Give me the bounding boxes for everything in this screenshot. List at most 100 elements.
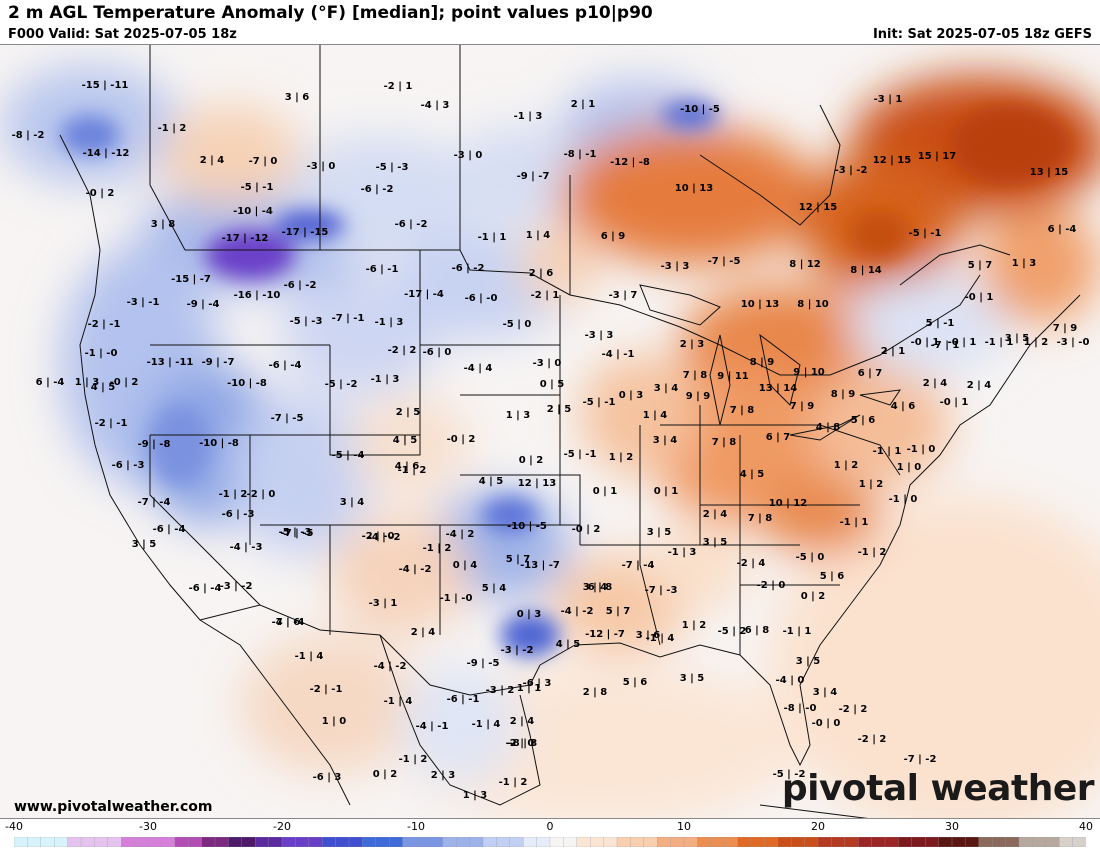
point-value-label: 1 | 1 — [517, 683, 542, 694]
point-value-label: 6 | 9 — [601, 231, 626, 242]
colorbar-cell — [107, 837, 122, 847]
init-time: Init: Sat 2025-07-05 18z GEFS — [872, 27, 1092, 42]
point-value-label: 5 | -1 — [926, 318, 955, 329]
point-value-label: -9 | -8 — [138, 439, 171, 450]
point-value-label: -0 | 2 — [110, 377, 139, 388]
point-value-label: -9 | -5 — [467, 658, 500, 669]
colorbar-cell — [1045, 837, 1060, 847]
point-value-label: 4 | 5 — [91, 382, 116, 393]
west-coast — [59, 134, 351, 806]
cuba-outline — [759, 804, 869, 818]
colorbar-cell — [67, 837, 82, 847]
point-value-label: 3 | 4 — [653, 435, 678, 446]
point-value-label: -1 | 1 — [783, 626, 812, 637]
point-value-label: -7 | 0 — [249, 156, 278, 167]
point-value-label: 3 | 4 — [340, 497, 365, 508]
point-value-label: 3 | 6 — [636, 630, 661, 641]
colorbar-cell — [509, 837, 524, 847]
colorbar-cell — [911, 837, 926, 847]
point-value-label: -7 | -2 — [904, 754, 937, 765]
colorbar-cell — [80, 837, 96, 847]
point-value-label: 1 | 2 — [859, 479, 884, 490]
website-url[interactable]: www.pivotalweather.com — [14, 799, 213, 815]
point-value-label: 0 | 3 — [517, 609, 542, 620]
colorbar-cell — [1018, 837, 1034, 847]
point-value-label: -0 | 1 — [940, 397, 969, 408]
point-value-label: 5 | 6 — [623, 677, 648, 688]
point-value-label: -3 | 3 — [661, 261, 690, 272]
point-value-label: -3 | 0 — [307, 161, 336, 172]
point-value-label: -1 | 2 — [858, 547, 887, 558]
point-value-label: 8 | 12 — [789, 259, 821, 270]
point-value-label: -7 | 1 — [931, 340, 960, 351]
point-value-label: 8 | 14 — [850, 265, 882, 276]
point-value-label: 2 | 6 — [529, 268, 554, 279]
point-value-label: 10 | 13 — [675, 183, 713, 194]
colorbar-cell — [214, 837, 230, 847]
point-value-label: -2 | -0 — [362, 531, 395, 542]
point-value-label: 2 | 3 — [680, 339, 705, 350]
point-value-label: -0 | 0 — [812, 718, 841, 729]
colorbar-cell — [147, 837, 163, 847]
point-value-label: -0 | 2 — [86, 188, 115, 199]
point-value-label: 6 | -4 — [1048, 224, 1077, 235]
point-value-label: -3 | 1 — [369, 598, 398, 609]
point-value-label: -7 | -4 — [272, 617, 305, 628]
colorbar-cell — [791, 837, 806, 847]
point-value-label: -6 | 3 — [523, 678, 552, 689]
colorbar-cell — [657, 837, 672, 847]
point-value-label: 13 | 15 — [1030, 167, 1068, 178]
point-value-label: 1 | 2 — [682, 620, 707, 631]
point-value-label: 7 | 8 — [712, 437, 737, 448]
point-values: -15 | -11 3 | 6 -2 | 1 -4 | 3 2 | 1 -1 | 3 -10… — [12, 80, 1090, 801]
point-value-label: -6 | -3 — [222, 509, 255, 520]
point-value-label: -7 | -5 — [271, 413, 304, 424]
point-value-label: -10 | -8 — [227, 378, 267, 389]
colorbar-cell — [456, 837, 471, 847]
colorbar-tick-label: 0 — [546, 820, 554, 833]
point-value-label: 3 | 5 — [703, 537, 728, 548]
point-value-label: 10 | 12 — [769, 498, 807, 509]
point-value-label: -4 | 2 — [446, 529, 475, 540]
point-value-label: 5 | 7 — [968, 260, 993, 271]
point-value-label: 13 | 14 — [759, 383, 797, 394]
colorbar — [14, 837, 1086, 847]
point-value-label: -2 | 0 — [757, 580, 786, 591]
anomaly-field — [0, 65, 1100, 818]
point-value-label: -4 | -1 — [602, 349, 635, 360]
point-value-label: -0 | 1 — [948, 337, 977, 348]
point-value-label: 2 | 4 — [967, 380, 992, 391]
colorbar-cell — [670, 837, 685, 847]
point-value-label: -16 | -10 — [234, 290, 281, 301]
point-value-label: 7 | 9 — [1053, 323, 1078, 334]
colorbar-cell — [27, 837, 42, 847]
point-value-label: -3 | 7 — [609, 290, 638, 301]
point-value-label: -2 | 0 — [247, 489, 276, 500]
colorbar-cell — [563, 837, 578, 847]
colorbar-cell — [322, 837, 337, 847]
point-value-label: -4 | -3 — [230, 542, 263, 553]
point-value-label: -5 | -3 — [376, 162, 409, 173]
point-value-label: -5 | -3 — [290, 316, 323, 327]
point-value-label: -0 | 2 — [572, 524, 601, 535]
point-value-label: 3 | 6 — [285, 92, 310, 103]
colorbar-cell — [362, 837, 377, 847]
point-value-label: 0 | 1 — [593, 486, 618, 497]
point-value-label: 5 | 4 — [482, 583, 507, 594]
us-canada-border — [185, 249, 981, 376]
point-value-label: -1 | 1 — [873, 446, 902, 457]
point-value-label: -15 | -7 — [171, 274, 211, 285]
point-value-label: -7 | -4 — [622, 560, 655, 571]
colorbar-cell — [724, 837, 739, 847]
point-value-label: 9 | 10 — [793, 367, 825, 378]
colorbar-cell — [335, 837, 350, 847]
colorbar-cell — [496, 837, 511, 847]
point-value-label: 7 | 9 — [790, 401, 815, 412]
point-value-label: 1 | 2 — [609, 452, 634, 463]
colorbar-cell — [737, 837, 752, 847]
point-value-label: -5 | -1 — [909, 228, 942, 239]
point-value-label: 0 | 2 — [801, 591, 826, 602]
point-value-label: -2 | 0 — [506, 738, 535, 749]
point-value-label: -10 | -5 — [507, 521, 547, 532]
point-value-label: -4 | 4 — [464, 363, 493, 374]
